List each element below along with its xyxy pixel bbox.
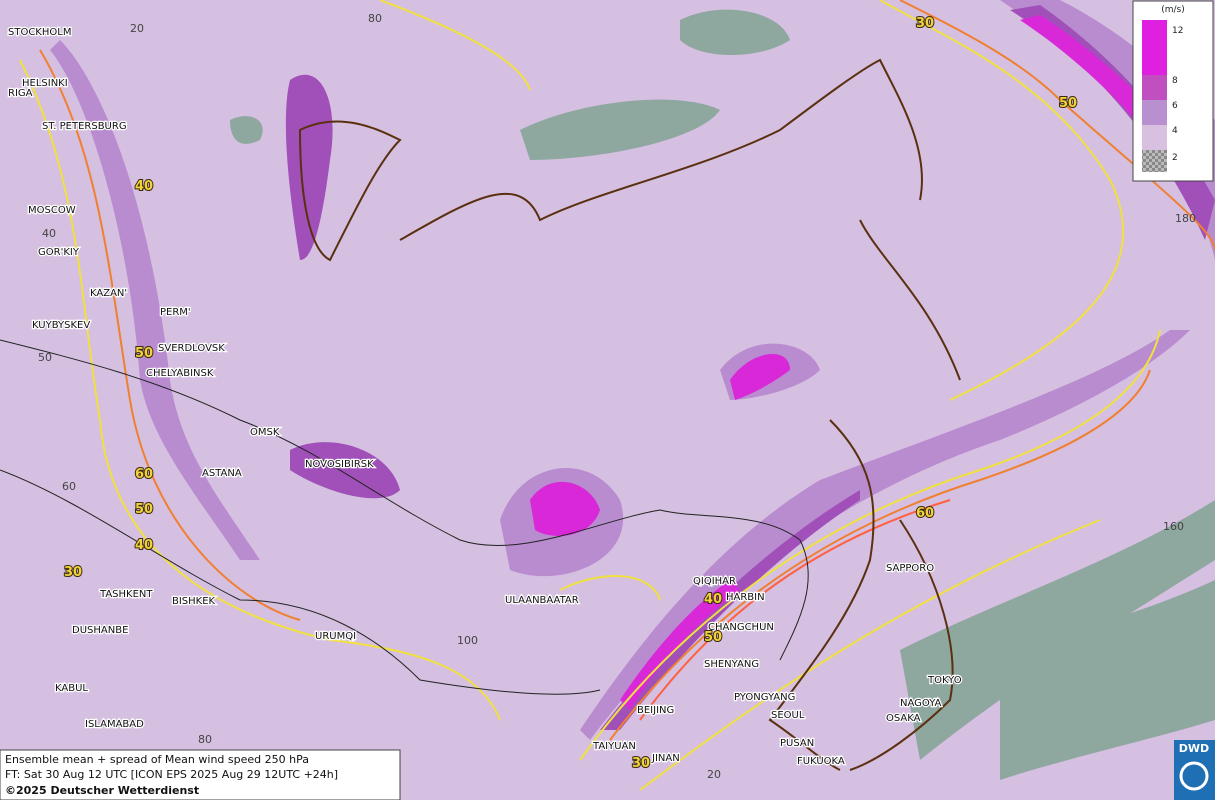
- graticule-label: 160: [1163, 520, 1184, 533]
- city-label: CHANGCHUN: [708, 622, 774, 633]
- city-label: ST. PETERSBURG: [42, 121, 127, 132]
- isotach-label: 60: [916, 506, 934, 521]
- city-label: SEOUL: [771, 710, 805, 721]
- city-label: STOCKHOLM: [8, 27, 71, 38]
- city-label: BISHKEK: [172, 596, 216, 607]
- city-label: CHELYABINSK: [146, 368, 214, 379]
- legend-swatch: [1142, 100, 1167, 125]
- isotach-label: 30: [64, 565, 82, 580]
- city-label: HELSINKI: [22, 78, 68, 89]
- city-label: RIGA: [8, 88, 33, 99]
- city-label: OMSK: [250, 427, 280, 438]
- legend-swatch: [1142, 125, 1167, 150]
- legend-level: 6: [1172, 101, 1178, 111]
- graticule-label: 180: [1175, 212, 1196, 225]
- graticule-label: 80: [368, 12, 382, 25]
- isotach-label: 30: [632, 756, 650, 771]
- city-label: SVERDLOVSK: [158, 343, 225, 354]
- legend-swatch: [1142, 20, 1167, 75]
- logo-text: DWD: [1179, 742, 1209, 755]
- footer-line: Ensemble mean + spread of Mean wind spee…: [5, 753, 309, 766]
- isotach-label: 50: [1059, 96, 1077, 111]
- city-label: PUSAN: [780, 738, 814, 749]
- isotach-label: 40: [135, 538, 153, 553]
- city-label: ASTANA: [202, 468, 242, 479]
- legend-level: 8: [1172, 76, 1178, 86]
- city-label: PERM': [160, 307, 191, 318]
- logo: DWD: [1174, 740, 1215, 800]
- city-label: TAIYUAN: [592, 741, 636, 752]
- uncertainty-patches: [230, 9, 1215, 780]
- copyright: ©2025 Deutscher Wetterdienst: [5, 784, 199, 797]
- city-label: FUKUOKA: [797, 756, 845, 767]
- legend-level: 2: [1172, 153, 1178, 163]
- city-label: NAGOYA: [900, 698, 942, 709]
- city-label: ISLAMABAD: [85, 719, 144, 730]
- isotach-label: 60: [135, 467, 153, 482]
- footer: Ensemble mean + spread of Mean wind spee…: [0, 749, 401, 800]
- footer-line: FT: Sat 30 Aug 12 UTC [ICON EPS 2025 Aug…: [5, 768, 338, 781]
- graticule-label: 60: [62, 480, 76, 493]
- graticule-label: 80: [198, 733, 212, 746]
- graticule-label: 50: [38, 351, 52, 364]
- city-label: JINAN: [651, 753, 680, 764]
- legend-level: 12: [1172, 26, 1183, 36]
- city-label: GOR'KIY: [38, 247, 80, 258]
- city-label: TOKYO: [927, 675, 962, 686]
- graticule-label: 100: [457, 634, 478, 647]
- city-label: SAPPORO: [886, 563, 934, 574]
- legend-level: 4: [1172, 126, 1178, 136]
- graticule-labels: 20 80 40 50 60 100 80 20 160 180: [38, 12, 1196, 781]
- graticule-label: 20: [130, 22, 144, 35]
- borders: [0, 339, 809, 695]
- graticule-label: 20: [707, 768, 721, 781]
- city-label: KAZAN': [90, 288, 127, 299]
- city-label: BEIJING: [637, 705, 674, 716]
- city-label: HARBIN: [726, 592, 765, 603]
- city-label: QIQIHAR: [693, 576, 736, 587]
- city-label: PYONGYANG: [734, 692, 795, 703]
- city-label: URUMQI: [315, 631, 356, 642]
- isotach-label: 40: [135, 179, 153, 194]
- legend-swatch: [1142, 150, 1167, 172]
- city-label: OSAKA: [886, 713, 921, 724]
- coastlines: [298, 58, 961, 771]
- city-label: TASHKENT: [99, 589, 153, 600]
- isotach-label: 50: [135, 346, 153, 361]
- city-label: ULAANBAATAR: [505, 595, 579, 606]
- isotachs: [19, 0, 1215, 791]
- isotach-label: 30: [916, 16, 934, 31]
- isotach-label: 50: [135, 502, 153, 517]
- city-label: KUYBYSKEV: [32, 320, 90, 331]
- graticule-label: 40: [42, 227, 56, 240]
- isotach-label: 40: [704, 592, 722, 607]
- footer-box: [0, 749, 401, 800]
- city-label: NOVOSIBIRSK: [305, 459, 374, 470]
- city-label: DUSHANBE: [72, 625, 128, 636]
- isotach-label: 50: [704, 630, 722, 645]
- legend-unit: (m/s): [1161, 5, 1185, 15]
- city-label: KABUL: [55, 683, 88, 694]
- legend: (m/s) 12 8 6 4 2: [1132, 0, 1214, 182]
- city-label: SHENYANG: [704, 659, 759, 670]
- logo-icon: [1179, 761, 1209, 791]
- isotach-labels: 30 50 40 50 60 50 40 30 60 40 50 30: [63, 15, 1078, 772]
- city-label: MOSCOW: [28, 205, 76, 216]
- legend-swatch: [1142, 75, 1167, 100]
